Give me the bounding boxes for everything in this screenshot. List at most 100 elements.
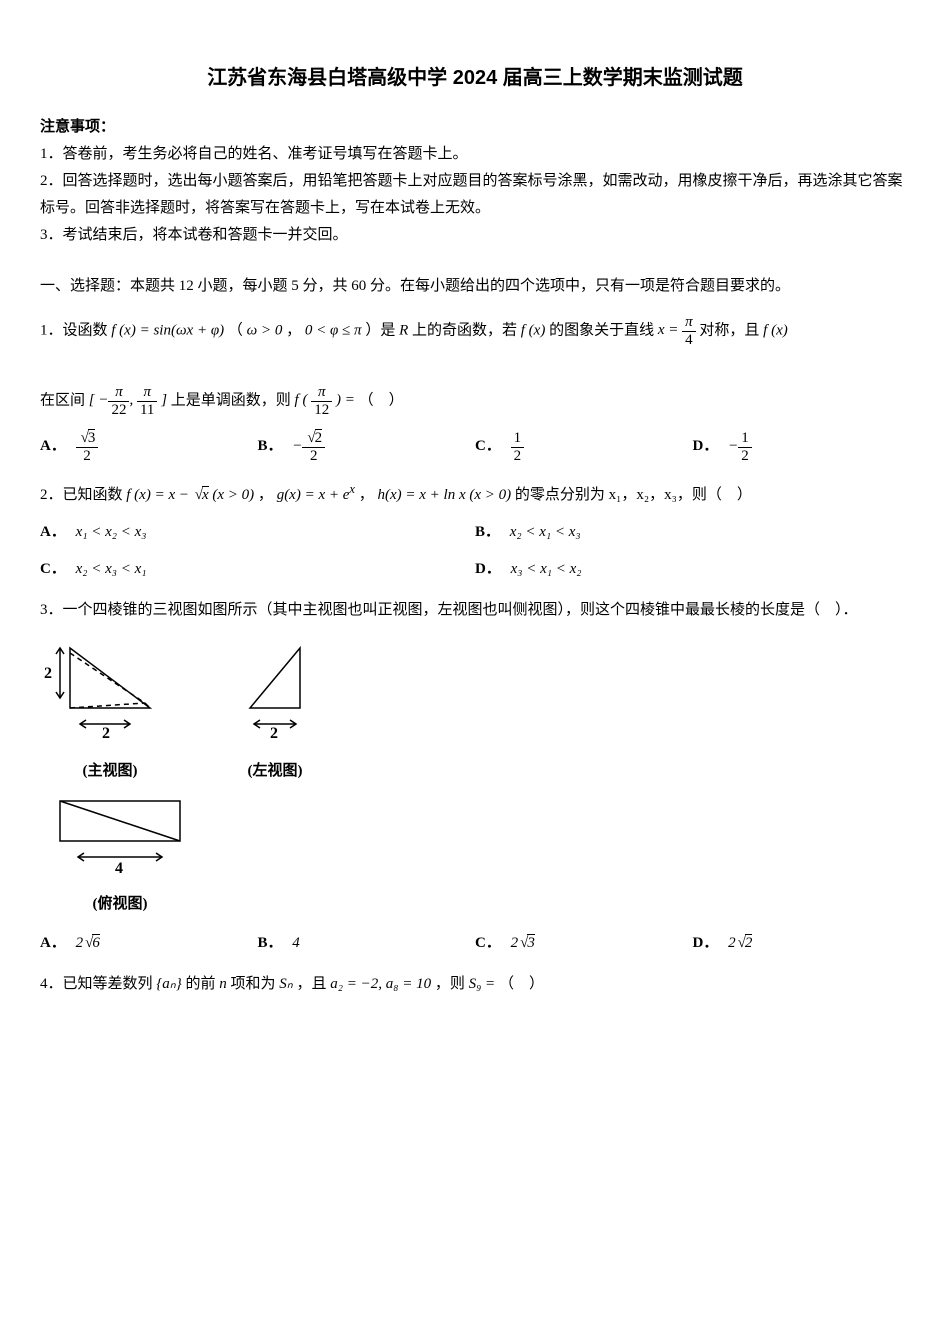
q1-A-val: 32	[76, 438, 99, 454]
q2-A-val: x₁ < x₂ < x₃	[76, 524, 147, 540]
three-views-diagram: 2 2 (主视图) 2 (左视图)	[40, 638, 910, 918]
question-2: 2．已知函数 f (x) = x − x (x > 0) ， g(x) = x …	[40, 478, 910, 509]
section1-head: 一、选择题：本题共 12 小题，每小题 5 分，共 60 分。在每小题给出的四个…	[40, 273, 910, 300]
notice-item-3: 3．考试结束后，将本试卷和答题卡一并交回。	[40, 222, 910, 249]
q1-B-label: B．	[258, 438, 283, 454]
top-view-block: 4 (俯视图)	[40, 791, 910, 918]
q1-x-pi4: x = π4	[658, 322, 700, 338]
top-dim-h: 4	[115, 860, 123, 877]
q4-tail: （ ）	[499, 976, 544, 992]
q4-mid2: 项和为	[231, 976, 280, 992]
q2-option-A: A． x₁ < x₂ < x₃	[40, 519, 475, 546]
q1-fx2: f (x)	[521, 322, 546, 338]
q4-pre: 4．已知等差数列	[40, 976, 156, 992]
q2-option-C: C． x₂ < x₃ < x₁	[40, 556, 475, 583]
q3-option-B: B． 4	[258, 930, 476, 957]
q1-option-C: C． 12	[475, 430, 693, 464]
q2-options-row1: A． x₁ < x₂ < x₃ B． x₂ < x₁ < x₃	[40, 519, 910, 546]
q3-options: A． 26 B． 4 C． 23 D． 22	[40, 930, 910, 957]
q1-gap	[40, 348, 910, 384]
q2-c1: ，	[258, 487, 273, 503]
q1-options: A． 32 B． −22 C． 12 D． −12	[40, 430, 910, 464]
q3-B-val: 4	[292, 935, 300, 951]
q1-option-D: D． −12	[693, 430, 911, 464]
q2-option-B: B． x₂ < x₁ < x₃	[475, 519, 910, 546]
q2-option-D: D． x₃ < x₁ < x₂	[475, 556, 910, 583]
q4-sn: Sₙ	[279, 976, 292, 992]
side-dim-h: 2	[270, 725, 278, 742]
q2-tail: 的零点分别为 x₁，x₂，x₃，则（ ）	[515, 487, 752, 503]
notice-block: 注意事项： 1．答卷前，考生务必将自己的姓名、准考证号填写在答题卡上。 2．回答…	[40, 114, 910, 249]
q2-f: f (x) = x − x (x > 0)	[126, 487, 254, 503]
q3-A-label: A．	[40, 935, 66, 951]
front-caption: (主视图)	[40, 758, 180, 785]
notice-item-2: 2．回答选择题时，选出每小题答案后，用铅笔把答题卡上对应题目的答案标号涂黑，如需…	[40, 168, 910, 222]
front-dim-v: 2	[44, 665, 52, 682]
notice-head: 注意事项：	[40, 114, 910, 141]
q4-cond: a₂ = −2, a₈ = 10	[330, 976, 431, 992]
q4-mid1: 的前	[186, 976, 220, 992]
q2-options-row2: C． x₂ < x₃ < x₁ D． x₃ < x₁ < x₂	[40, 556, 910, 583]
q2-g: g(x) = x + ex	[277, 487, 355, 503]
question-4: 4．已知等差数列 {aₙ} 的前 n 项和为 Sₙ ，且 a₂ = −2, a₈…	[40, 971, 910, 998]
q1-fx: f (x) = sin(ωx + φ)	[111, 322, 224, 338]
q1-D-val: −12	[728, 438, 752, 454]
q3-A-val: 26	[76, 935, 100, 951]
q3-option-A: A． 26	[40, 930, 258, 957]
q4-mid4: ，则	[435, 976, 469, 992]
side-view-svg: 2	[220, 638, 330, 748]
q4-n: n	[219, 976, 227, 992]
top-caption: (俯视图)	[40, 891, 200, 918]
side-caption: (左视图)	[220, 758, 330, 785]
q1-paren-close: ）是	[365, 322, 399, 338]
q3-option-D: D． 22	[693, 930, 911, 957]
q3-C-val: 23	[511, 935, 535, 951]
q1-cond-omega: ω > 0	[247, 322, 283, 338]
front-dim-h: 2	[102, 725, 110, 742]
q2-B-label: B．	[475, 524, 500, 540]
q1-l2-end: （ ）	[359, 392, 404, 408]
front-view-block: 2 2 (主视图)	[40, 638, 180, 785]
q2-c2: ，	[359, 487, 374, 503]
q1-fx3: f (x)	[763, 322, 788, 338]
q1-sep1: ，	[286, 322, 301, 338]
q1-mid6: 对称，且	[699, 322, 763, 338]
q2-C-label: C．	[40, 561, 66, 577]
question-1-line2: 在区间 [ −π22, π11 ] 上是单调函数，则 f ( π12 ) = （…	[40, 384, 910, 418]
q2-D-label: D．	[475, 561, 501, 577]
q1-paren-open: （	[228, 322, 243, 338]
q1-C-label: C．	[475, 438, 501, 454]
q1-B-val: −22	[292, 438, 325, 454]
q2-C-val: x₂ < x₃ < x₁	[76, 561, 147, 577]
q1-f-pi12: f ( π12 ) =	[295, 392, 359, 408]
q1-A-label: A．	[40, 438, 66, 454]
q3-B-label: B．	[258, 935, 283, 951]
q2-A-label: A．	[40, 524, 66, 540]
q1-D-label: D．	[693, 438, 719, 454]
q3-option-C: C． 23	[475, 930, 693, 957]
q1-C-val: 12	[511, 438, 525, 454]
q2-h: h(x) = x + ln x (x > 0)	[377, 487, 511, 503]
q1-mid5: 的图象关于直线	[549, 322, 658, 338]
question-1: 1．设函数 f (x) = sin(ωx + φ) （ ω > 0 ， 0 < …	[40, 314, 910, 348]
side-view-block: 2 (左视图)	[220, 638, 330, 785]
q4-s9: S₉ =	[469, 976, 496, 992]
q3-D-val: 22	[728, 935, 752, 951]
q1-cond-phi: 0 < φ ≤ π	[305, 322, 362, 338]
q2-D-val: x₃ < x₁ < x₂	[511, 561, 582, 577]
q3-C-label: C．	[475, 935, 501, 951]
q2-B-val: x₂ < x₁ < x₃	[510, 524, 581, 540]
q1-l2-mid: 上是单调函数，则	[171, 392, 295, 408]
front-view-svg: 2 2	[40, 638, 180, 748]
q4-an: {aₙ}	[156, 976, 181, 992]
notice-item-1: 1．答卷前，考生务必将自己的姓名、准考证号填写在答题卡上。	[40, 141, 910, 168]
q1-R: R	[399, 322, 408, 338]
q1-mid4: 上的奇函数，若	[412, 322, 521, 338]
q1-prefix: 1．设函数	[40, 322, 111, 338]
q4-mid3: ，且	[297, 976, 331, 992]
exam-title: 江苏省东海县白塔高级中学 2024 届高三上数学期末监测试题	[40, 60, 910, 96]
q1-option-A: A． 32	[40, 430, 258, 464]
q3-D-label: D．	[693, 935, 719, 951]
q2-pre: 2．已知函数	[40, 487, 126, 503]
q1-l2-pre: 在区间	[40, 392, 89, 408]
